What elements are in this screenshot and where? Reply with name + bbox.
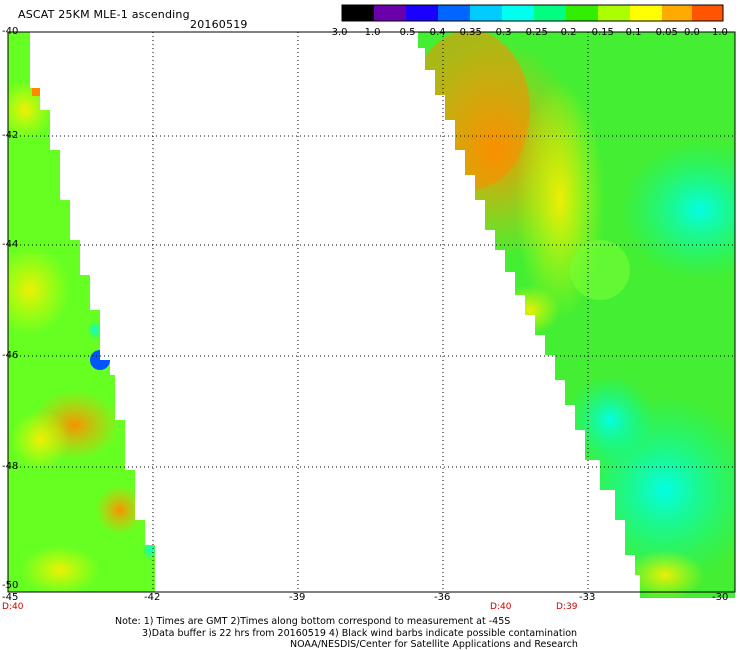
colorbar-label: -0.3 [492,27,512,38]
note-line-3: NOAA/NESDIS/Center for Satellite Applica… [290,639,578,650]
colorbar-label: -3.0 [328,27,348,38]
colorbar-label: -0.4 [426,27,446,38]
colorbar-label: 0.0 [684,27,700,38]
lat-tick-label: -44 [2,239,19,250]
colorbar-label: -0.5 [396,27,416,38]
lat-tick-label: -48 [2,461,19,472]
note-line-2: 3)Data buffer is 22 hrs from 20160519 4)… [142,628,578,639]
lon-tick-label: -42 [144,592,161,603]
lat-tick-label: -42 [2,130,19,141]
colorbar-label: -0.2 [557,27,577,38]
colorbar-label: -0.25 [522,27,548,38]
colorbar-label: -0.15 [588,27,614,38]
right-swath [418,32,735,598]
lat-tick-label: -46 [2,350,19,361]
lon-tick-label: -30 [712,592,729,603]
colorbar-label: -0.35 [456,27,482,38]
colorbar-label: -0.05 [652,27,678,38]
lon-tick-label: -36 [434,592,451,603]
time-label: D:39 [556,602,578,612]
map-date: 20160519 [190,18,248,31]
time-label: D:40 [490,602,512,612]
colorbar-label: 1.0 [712,27,728,38]
colorbar-label: -1.0 [361,27,381,38]
lon-tick-label: -45 [2,592,19,603]
left-swath [8,32,155,592]
lon-tick-label: -33 [579,592,596,603]
map-grid [7,31,736,593]
note-line-1: Note: 1) Times are GMT 2)Times along bot… [115,616,511,627]
colorbar-label: -0.1 [622,27,642,38]
lat-tick-label: -50 [2,580,19,591]
time-label: D:40 [2,602,24,612]
map-title: ASCAT 25KM MLE-1 ascending [18,8,190,21]
colorbar [341,4,724,22]
lon-tick-label: -39 [289,592,306,603]
lat-tick-label: -40 [2,26,19,37]
